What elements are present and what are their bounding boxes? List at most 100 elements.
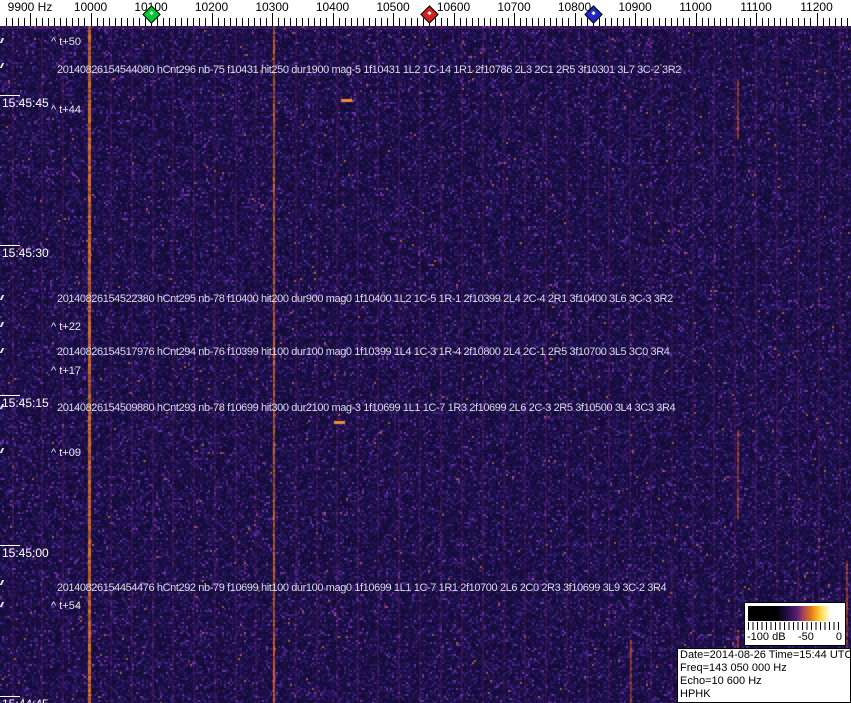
freq-tick-label: 10900 [618, 0, 652, 14]
db-label-max: 0 [835, 631, 842, 643]
info-date-time: Date=2014-08-26 Time=15:44 UTC [680, 649, 851, 661]
db-label-mid: -50 [798, 631, 814, 643]
freq-tick [199, 18, 201, 26]
freq-tick [181, 18, 183, 26]
freq-tick [665, 18, 667, 26]
freq-tick [538, 18, 540, 26]
freq-tick [749, 18, 751, 26]
freq-tick [380, 18, 382, 26]
echo-time-marker: ^ t+54 [51, 600, 81, 612]
freq-tick [628, 18, 630, 26]
freq-tick [792, 18, 794, 26]
freq-tick [205, 18, 207, 26]
info-echo-frequency: Echo=10 600 Hz [680, 675, 762, 687]
freq-tick [90, 13, 92, 26]
freq-tick [272, 13, 273, 26]
freq-tick [102, 18, 104, 26]
freq-tick [598, 18, 600, 26]
freq-tick [259, 18, 261, 26]
freq-tick [774, 18, 776, 26]
freq-tick [616, 18, 618, 26]
freq-tick [169, 18, 171, 26]
freq-tick [114, 18, 116, 26]
freq-tick [5, 18, 7, 26]
freq-tick-label: 11100 [740, 0, 772, 14]
freq-tick [501, 18, 503, 26]
detection-text-line: 20140826154454476 hCnt292 nb-79 f10699 h… [57, 582, 667, 594]
freq-tick [586, 18, 588, 26]
freq-tick [544, 18, 546, 26]
freq-tick [707, 18, 709, 26]
freq-tick [435, 18, 437, 26]
echo-time-marker: ^ t+17 [51, 365, 81, 377]
freq-tick [647, 18, 649, 26]
freq-tick [332, 13, 334, 26]
time-label: 15:44:45 [2, 697, 49, 703]
freq-tick [762, 18, 764, 26]
freq-tick [350, 18, 352, 26]
freq-tick [17, 18, 19, 26]
freq-tick [556, 18, 558, 26]
freq-tick [72, 18, 74, 26]
freq-tick-label: 10700 [497, 0, 531, 14]
freq-tick [411, 18, 413, 26]
echo-time-marker: ^ t+22 [51, 321, 81, 333]
detection-text-line: 20140826154522380 hCnt295 nb-78 f10400 h… [57, 293, 673, 305]
freq-tick [368, 18, 370, 26]
freq-tick [326, 18, 328, 26]
freq-tick-label: 10200 [194, 0, 229, 14]
freq-tick-label: 11200 [800, 0, 833, 14]
time-label: 15:45:15 [2, 396, 49, 410]
freq-tick [725, 18, 727, 26]
spectrogram-waterfall [0, 26, 851, 703]
freq-tick [737, 18, 739, 26]
freq-tick [471, 18, 473, 26]
freq-tick [653, 18, 655, 26]
freq-tick [138, 18, 140, 26]
freq-tick [23, 18, 25, 26]
freq-tick [84, 18, 86, 26]
freq-tick [495, 18, 497, 26]
echo-time-marker: ^ t+09 [51, 447, 81, 459]
freq-tick-label: 10300 [255, 0, 289, 14]
freq-tick [290, 18, 292, 26]
freq-tick [840, 18, 842, 26]
freq-tick [314, 18, 316, 26]
time-tick [0, 395, 20, 396]
freq-tick-label: 10500 [376, 0, 410, 14]
freq-tick [132, 18, 134, 26]
freq-tick [144, 18, 146, 26]
freq-tick [810, 18, 812, 26]
freq-marker-dot [427, 10, 432, 16]
echo-time-marker: ^ t+44 [51, 104, 81, 116]
freq-tick [483, 18, 485, 26]
db-color-scale-legend: -100 dB -50 0 [744, 602, 846, 646]
freq-tick [278, 18, 280, 26]
freq-tick [356, 18, 358, 26]
freq-tick [635, 13, 636, 26]
freq-tick [822, 18, 824, 26]
freq-tick [211, 13, 213, 26]
freq-tick [362, 18, 364, 26]
freq-tick [386, 18, 388, 26]
freq-tick [514, 13, 515, 26]
freq-tick [768, 18, 770, 26]
freq-tick [798, 18, 800, 26]
freq-tick [453, 13, 455, 26]
freq-tick [719, 18, 721, 26]
freq-tick [78, 18, 80, 26]
freq-tick [780, 18, 782, 26]
freq-tick [568, 18, 570, 26]
freq-tick [477, 18, 479, 26]
freq-tick [562, 18, 564, 26]
time-tick [0, 95, 20, 96]
freq-tick [532, 18, 534, 26]
freq-tick [66, 18, 68, 26]
freq-tick [447, 18, 449, 26]
freq-tick [175, 18, 177, 26]
time-label: 15:45:45 [2, 96, 49, 110]
freq-tick [36, 18, 38, 26]
freq-tick [520, 18, 522, 26]
freq-tick [689, 18, 691, 26]
